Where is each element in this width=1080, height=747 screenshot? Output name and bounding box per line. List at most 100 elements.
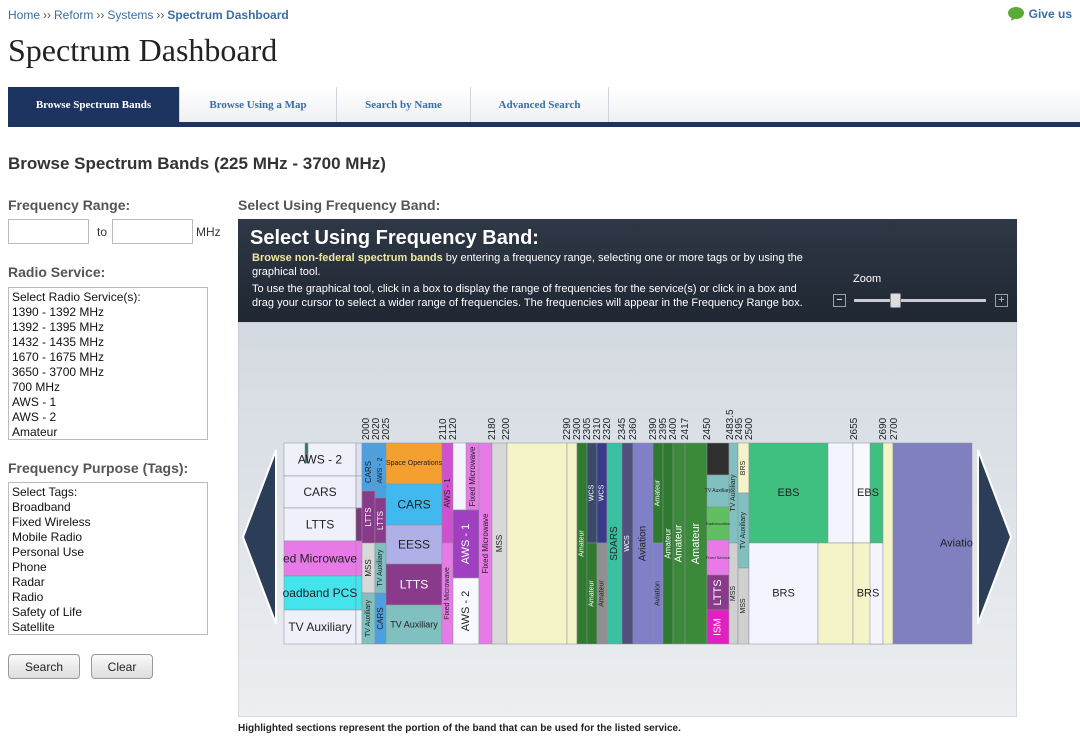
frequency-label: 2360 [628,417,639,440]
range-from-input[interactable] [8,219,89,244]
scroll-left[interactable] [241,449,277,625]
listbox-option[interactable]: Radar [12,575,45,589]
band-label: WCS [599,485,606,502]
tags-listbox[interactable]: Select Tags: Broadband Fixed Wireless Mobil… [8,482,208,635]
band-block[interactable] [385,483,443,526]
frequency-label: 2110 [438,418,449,440]
frequency-label: 2310 [592,417,603,440]
listbox-option[interactable]: Phone [12,560,47,574]
band-block[interactable] [748,542,819,645]
band-label: LTTS [364,508,373,527]
band-label: LTTS [376,511,385,530]
band-label: BRS [772,588,795,600]
tab[interactable]: Advanced Search [471,87,609,122]
listbox-option[interactable]: Select Radio Service(s): [12,290,141,304]
band-block[interactable] [385,604,443,645]
band-label: EBS [857,487,879,499]
band-block[interactable] [355,507,363,542]
band-label: CARS [303,485,336,499]
breadcrumb-link[interactable]: Home [8,8,41,22]
feedback-link[interactable]: Give us [1007,7,1072,21]
tags-label: Frequency Purpose (Tags): [8,460,189,476]
listbox-option[interactable]: 3650 - 3700 MHz [12,365,105,379]
band-label: TV Auxiliary [740,512,747,549]
listbox-option[interactable]: Safety of Life [12,605,83,619]
band-block[interactable] [882,442,894,645]
band-label: Aviatio [940,538,973,550]
band-label: AWS - 2 [298,453,343,467]
breadcrumb-link[interactable]: Reform [54,8,94,22]
service-listbox[interactable]: Select Radio Service(s): 1390 - 1392 MHz 1… [8,287,208,440]
service-label: Radio Service: [8,264,106,280]
zoom-out[interactable]: − [833,294,846,307]
feedback-text: Give us [1028,7,1072,21]
zoom-in[interactable]: + [995,294,1008,307]
listbox-option[interactable]: Satellite [12,620,55,634]
range-to: to [97,225,108,239]
band-label: MSS [495,535,504,552]
band-block[interactable] [566,442,578,645]
frequency-label: 2000 [361,417,372,440]
frequency-label: 2495 [734,417,745,440]
range-to-input[interactable] [112,219,193,244]
band-label: AWS - 1 [460,524,472,565]
listbox-option[interactable]: Personal Use [12,545,85,559]
band-block[interactable] [361,442,376,454]
band-label: AWS - 2 [377,458,384,484]
band-block[interactable] [748,442,829,544]
band-block[interactable] [452,509,480,579]
frequency-label: 2320 [602,417,613,440]
listbox-option[interactable]: 1390 - 1392 MHz [12,305,105,319]
frequency-label: 2690 [878,417,889,440]
band-block[interactable] [892,442,973,645]
listbox-option[interactable]: 1392 - 1395 MHz [12,320,105,334]
frequency-label: 2390 [648,417,659,440]
listbox-option[interactable]: 1432 - 1435 MHz [12,335,105,349]
listbox-option[interactable]: AWS - 1 [12,395,57,409]
listbox-option[interactable]: Mobile Radio [12,530,83,544]
band-block[interactable] [304,442,309,464]
band-block[interactable] [452,577,480,645]
feedback-icon [1007,7,1024,21]
band-block[interactable] [283,507,357,542]
frequency-label: 2417 [680,417,691,440]
band-label: BRS [857,588,880,600]
band-block[interactable] [817,542,854,645]
tab[interactable]: Search by Name [337,87,471,122]
breadcrumb-link[interactable]: Systems [107,8,154,22]
listbox-option[interactable]: Amateur [12,425,58,439]
band-label: Amateur [579,530,586,557]
tab[interactable]: Browse Spectrum Bands [8,87,180,122]
listbox-option[interactable]: Fixed Wireless [12,515,91,529]
listbox-option[interactable]: AWS - 2 [12,410,57,424]
band-block[interactable] [706,442,730,476]
band-block[interactable] [283,609,357,645]
band-label: Amateur [655,479,662,506]
band-block[interactable] [283,575,357,611]
band-block[interactable] [385,524,443,565]
band-block[interactable] [506,442,568,645]
band-label: Fixed Microwave [444,567,451,620]
band-block[interactable] [355,442,363,477]
zoom-thumb[interactable] [890,293,901,308]
band-block[interactable] [385,442,443,485]
listbox-option[interactable]: Radio [12,590,44,604]
listbox-option[interactable]: 700 MHz [12,380,61,394]
band-label: Aviation [655,581,662,606]
band-label: MSS [364,559,373,576]
band-label: MSS [730,586,737,602]
scroll-right[interactable] [977,449,1013,625]
listbox-option[interactable]: Broadband [12,500,71,514]
breadcrumb-link[interactable]: Spectrum Dashboard [167,8,289,22]
band-block[interactable] [827,442,854,544]
band-block[interactable] [385,563,443,606]
band-label: Amateur [589,580,596,607]
tab[interactable]: Browse Using a Map [180,87,337,122]
listbox-option[interactable]: Select Tags: [12,485,78,499]
listbox-option[interactable]: 1670 - 1675 MHz [12,350,105,364]
clear-button[interactable]: Clear [91,654,153,679]
search-button[interactable]: Search [8,654,80,679]
band-block[interactable] [355,609,363,645]
band-block[interactable] [355,475,363,509]
